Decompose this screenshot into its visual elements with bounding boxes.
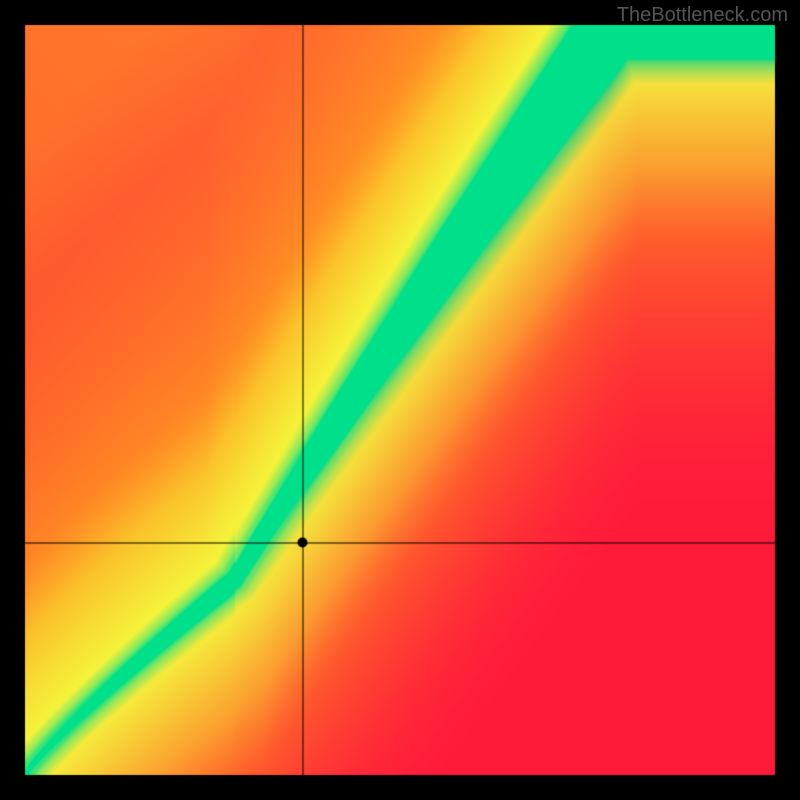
- heatmap-canvas: [0, 0, 800, 800]
- watermark-text: TheBottleneck.com: [617, 4, 788, 27]
- chart-container: TheBottleneck.com: [0, 0, 800, 800]
